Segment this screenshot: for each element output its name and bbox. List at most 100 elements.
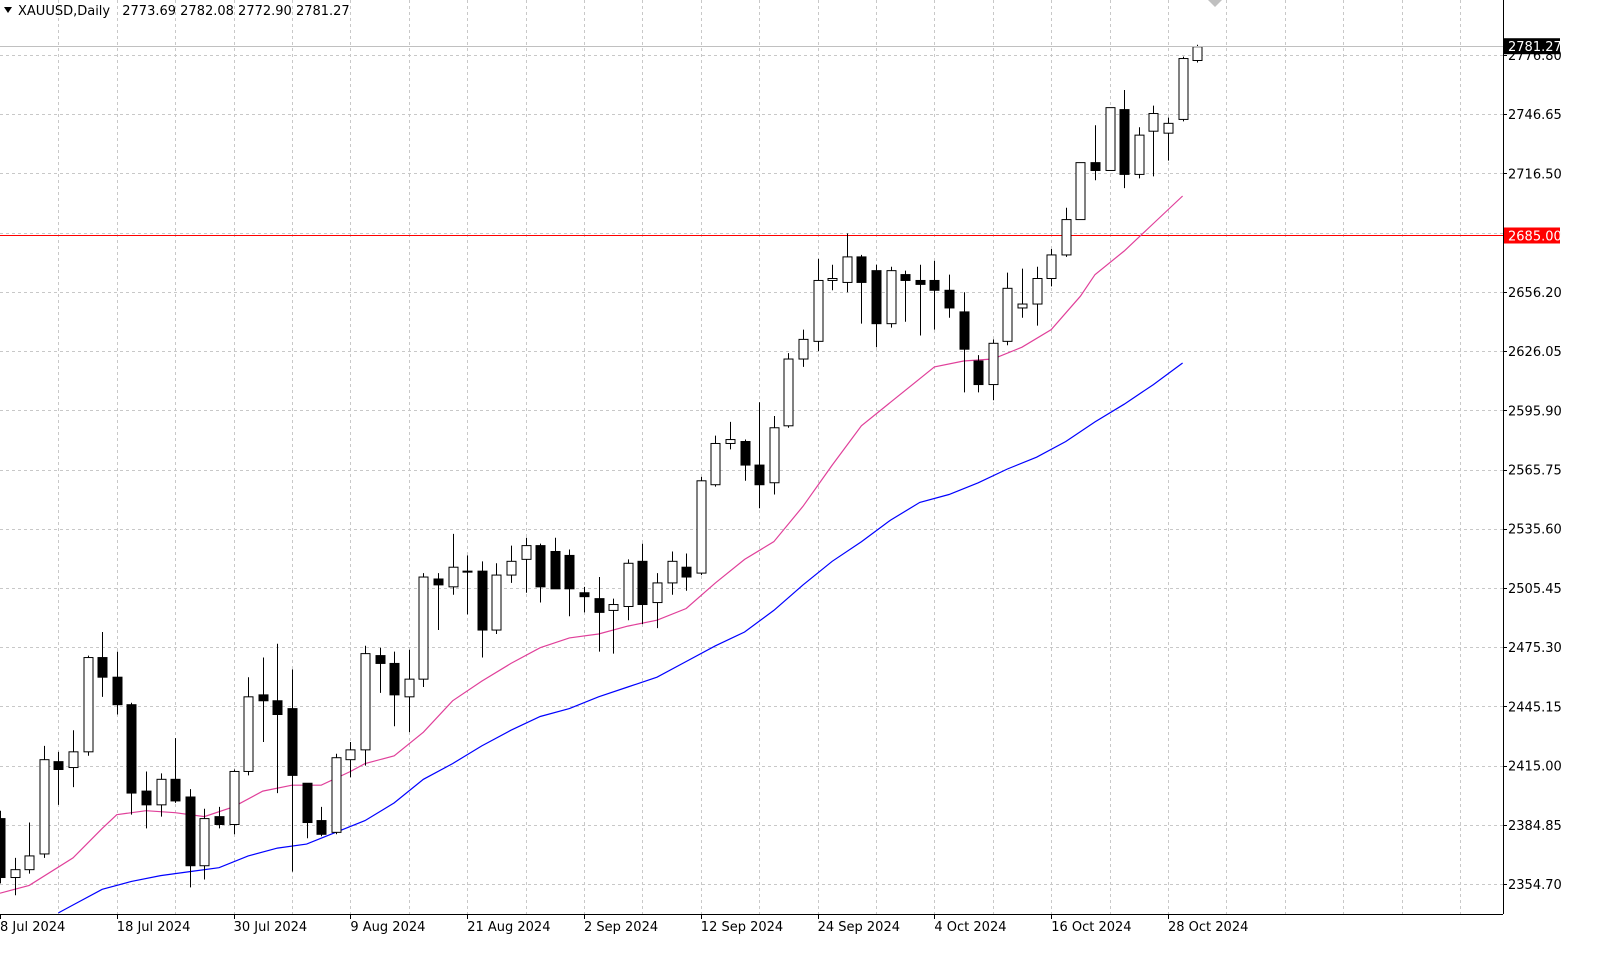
candle bbox=[1178, 56, 1189, 122]
level-price-tag-label: 2685.00 bbox=[1508, 230, 1562, 245]
candle-body-bull bbox=[827, 278, 838, 281]
price-tick-label: 2565.75 bbox=[1508, 464, 1562, 479]
candle-body-bear bbox=[389, 662, 400, 696]
candle bbox=[1061, 207, 1072, 257]
candle-body-bull bbox=[623, 562, 634, 607]
candle bbox=[973, 355, 984, 393]
time-tick-label: 16 Oct 2024 bbox=[1051, 920, 1131, 935]
candle bbox=[1192, 44, 1203, 63]
candle-body-bear bbox=[740, 441, 751, 466]
candle bbox=[681, 553, 692, 591]
candle bbox=[550, 537, 561, 590]
candle bbox=[521, 537, 532, 593]
candle bbox=[68, 730, 79, 788]
candle bbox=[258, 657, 269, 743]
candle bbox=[156, 773, 167, 817]
candle bbox=[418, 573, 429, 688]
candle-body-bear bbox=[375, 655, 386, 664]
candle bbox=[375, 647, 386, 693]
candles bbox=[0, 44, 1203, 896]
price-tick-label: 2354.70 bbox=[1508, 878, 1562, 893]
candle-body-bull bbox=[988, 342, 999, 386]
candle-body-bear bbox=[535, 545, 546, 588]
candle bbox=[1017, 268, 1028, 318]
candle bbox=[886, 266, 897, 328]
candle-body-bull bbox=[813, 279, 824, 342]
candle-body-bear bbox=[53, 761, 64, 770]
candle-body-bear bbox=[97, 657, 108, 678]
candle-body-bear bbox=[681, 566, 692, 578]
candle-body-bull bbox=[10, 869, 21, 879]
chart-symbol: XAUUSD,Daily 2773.69 2782.08 2772.90 278… bbox=[18, 4, 350, 19]
time-tick-label: 21 Aug 2024 bbox=[467, 920, 550, 935]
shift-marker-icon[interactable] bbox=[1208, 0, 1222, 7]
candle-body-bull bbox=[842, 256, 853, 283]
candle-body-bear bbox=[433, 578, 444, 586]
candle-body-bear bbox=[0, 818, 6, 879]
candle bbox=[345, 742, 356, 778]
candle bbox=[637, 543, 648, 625]
candle bbox=[1002, 272, 1013, 346]
candle-body-bear bbox=[973, 360, 984, 386]
price-tags: 2781.27 2685.00 bbox=[0, 38, 1562, 245]
chart-menu-triangle-icon[interactable] bbox=[4, 7, 12, 13]
candle-body-bull bbox=[1178, 58, 1189, 120]
candle bbox=[944, 274, 955, 318]
candle-body-bull bbox=[1163, 122, 1174, 134]
candle-body-bull bbox=[1105, 107, 1116, 171]
candle bbox=[214, 806, 225, 829]
candle-body-bear bbox=[915, 279, 926, 285]
candle bbox=[0, 810, 6, 884]
candle bbox=[1148, 105, 1159, 177]
price-tick-label: 2535.60 bbox=[1508, 523, 1562, 538]
candle bbox=[141, 771, 152, 829]
candle-body-bear bbox=[900, 274, 911, 281]
candle bbox=[126, 702, 137, 815]
candle bbox=[915, 264, 926, 336]
candle-body-bear bbox=[287, 708, 298, 776]
candle-body-bull bbox=[39, 759, 50, 855]
price-tick-label: 2746.65 bbox=[1508, 108, 1562, 123]
candle-body-bull bbox=[360, 653, 371, 751]
candle bbox=[608, 598, 619, 654]
candle-body-bull bbox=[24, 855, 35, 871]
candle-body-bull bbox=[710, 442, 721, 486]
candle bbox=[652, 573, 663, 629]
candle bbox=[856, 254, 867, 324]
candle-body-bull bbox=[1002, 287, 1013, 342]
price-tick-label: 2475.30 bbox=[1508, 641, 1562, 656]
candle-body-bull bbox=[725, 439, 736, 444]
time-tick-label: 4 Oct 2024 bbox=[934, 920, 1006, 935]
candle bbox=[959, 292, 970, 393]
candle-body-bull bbox=[783, 358, 794, 427]
candle bbox=[316, 806, 327, 837]
candle bbox=[39, 745, 50, 858]
candle bbox=[389, 651, 400, 727]
candle bbox=[1105, 107, 1116, 171]
candle-body-bull bbox=[156, 778, 167, 806]
candle-body-bull bbox=[229, 770, 240, 825]
candle bbox=[696, 476, 707, 576]
candle-body-bull bbox=[769, 427, 780, 484]
time-tick-label: 2 Sep 2024 bbox=[584, 920, 658, 935]
candle-body-bull bbox=[1046, 254, 1057, 280]
price-tick-label: 2445.15 bbox=[1508, 700, 1562, 715]
candle bbox=[448, 533, 459, 595]
candle-body-bull bbox=[199, 818, 210, 867]
candle bbox=[813, 258, 824, 352]
candle bbox=[1090, 125, 1101, 181]
candle bbox=[988, 339, 999, 401]
candle bbox=[535, 543, 546, 603]
candle-body-bull bbox=[418, 576, 429, 680]
time-tick-label: 28 Oct 2024 bbox=[1168, 920, 1248, 935]
candle-body-bear bbox=[112, 676, 123, 706]
price-tick-label: 2415.00 bbox=[1508, 760, 1562, 775]
candle bbox=[10, 857, 21, 896]
candle bbox=[433, 573, 444, 631]
candle bbox=[929, 260, 940, 330]
candle-body-bear bbox=[1090, 162, 1101, 171]
candle bbox=[1046, 249, 1057, 287]
price-tick-label: 2716.50 bbox=[1508, 167, 1562, 182]
